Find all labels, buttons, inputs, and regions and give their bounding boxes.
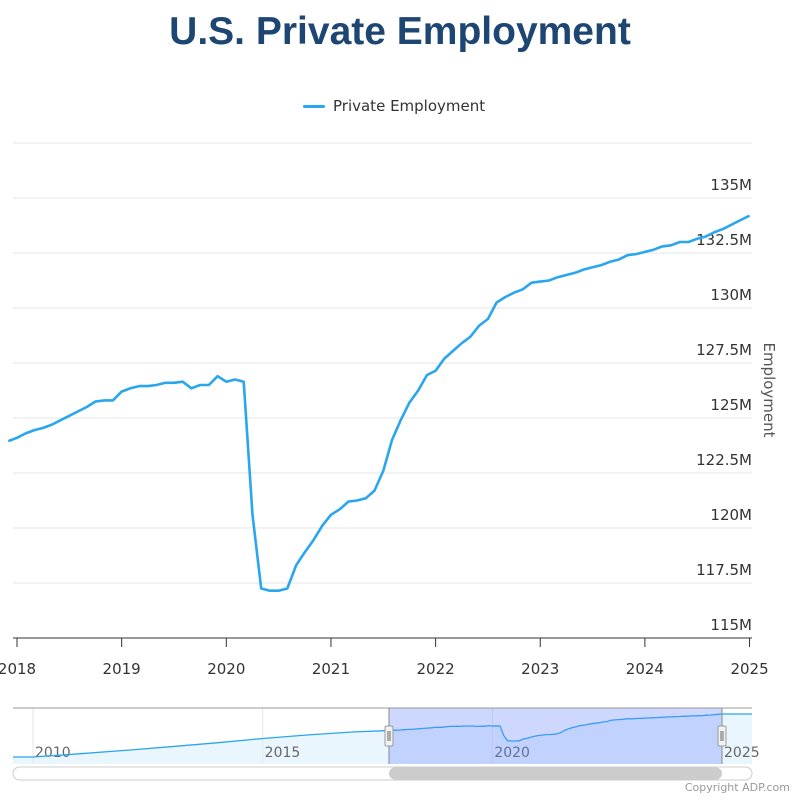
y-tick-label: 120M (710, 506, 752, 524)
y-tick-label: 122.5M (696, 451, 752, 469)
x-tick-label: 2021 (312, 660, 350, 678)
x-tick-label: 2024 (626, 660, 664, 678)
navigator-area (13, 714, 752, 764)
navigator-tick-label: 2020 (494, 745, 530, 761)
x-tick-label: 2023 (521, 660, 559, 678)
y-tick-label: 115M (710, 616, 752, 634)
legend-line-swatch (303, 104, 325, 108)
y-tick-label: 117.5M (696, 561, 752, 579)
y-tick-label: 125M (710, 396, 752, 414)
y-tick-label: 135M (710, 176, 752, 194)
y-axis-title: Employment (760, 342, 778, 437)
legend-item-private-employment[interactable]: Private Employment (303, 97, 485, 115)
y-tick-label: 130M (710, 286, 752, 304)
navigator-selected-range[interactable] (389, 708, 722, 764)
x-tick-label: 2020 (207, 660, 245, 678)
navigator-tick-label: 2015 (265, 745, 301, 761)
y-tick-label: 132.5M (696, 231, 752, 249)
navigator-right-handle[interactable] (717, 725, 727, 747)
x-tick-label: 2019 (103, 660, 141, 678)
navigator-tick-label: 2025 (724, 745, 760, 761)
navigator-series-line (13, 713, 752, 758)
x-tick-label: 2025 (730, 660, 768, 678)
navigator-tick-label: 2010 (35, 745, 71, 761)
scrollbar-thumb[interactable] (389, 767, 722, 780)
y-tick-label: 127.5M (696, 341, 752, 359)
series-line-private-employment[interactable] (7, 214, 751, 593)
navigator-left-handle[interactable] (384, 725, 394, 747)
x-tick-label: 2018 (0, 660, 36, 678)
copyright-link[interactable]: Copyright ADP.com (684, 781, 790, 794)
legend-label: Private Employment (333, 97, 486, 115)
chart-title: U.S. Private Employment (169, 10, 631, 53)
x-tick-label: 2022 (417, 660, 455, 678)
